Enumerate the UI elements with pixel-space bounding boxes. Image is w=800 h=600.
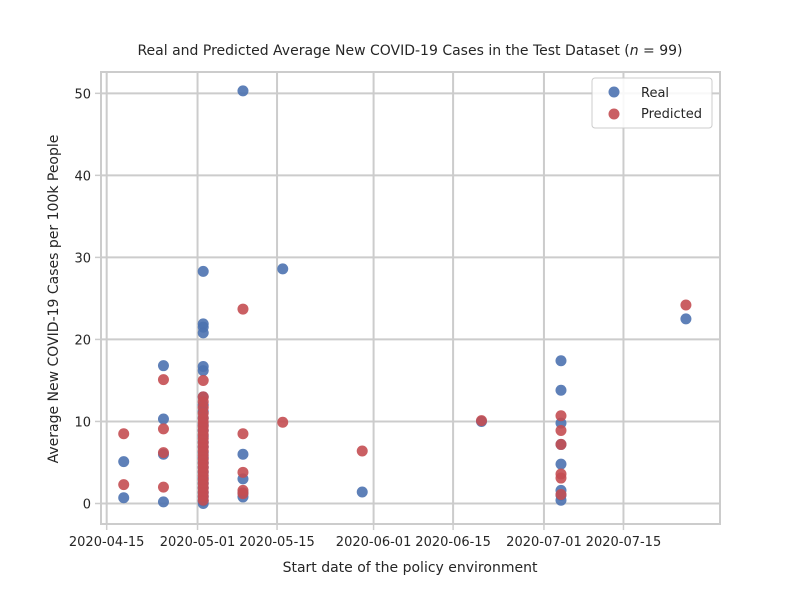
data-point-predicted (237, 303, 249, 315)
data-point-predicted (118, 479, 130, 491)
data-point-predicted (237, 484, 249, 496)
data-point-predicted (356, 445, 368, 457)
data-point-real (157, 413, 169, 425)
y-tick-label: 50 (74, 87, 91, 102)
legend-label-real: Real (641, 86, 669, 101)
data-point-real (356, 486, 368, 498)
data-point-predicted (237, 466, 249, 478)
y-tick-label: 30 (74, 251, 91, 266)
legend-label-predicted: Predicted (641, 107, 702, 122)
data-point-predicted (680, 299, 692, 311)
legend: Real Predicted (591, 77, 713, 129)
data-point-real (157, 496, 169, 508)
data-point-real (237, 85, 249, 97)
chart-title-suffix: = 99) (639, 43, 683, 59)
data-point-real (555, 384, 567, 396)
data-point-real (680, 313, 692, 325)
y-tick-label: 10 (74, 415, 91, 430)
y-axis-title: Average New COVID-19 Cases per 100k Peop… (46, 135, 62, 464)
plot-frame (100, 71, 721, 525)
data-point-real (118, 456, 130, 468)
x-axis-title: Start date of the policy environment (283, 560, 538, 576)
data-point-predicted (555, 468, 567, 480)
data-point-real (118, 492, 130, 504)
data-point-real (237, 448, 249, 460)
x-tick-label: 2020-06-15 (415, 535, 491, 550)
data-point-predicted (157, 481, 169, 493)
chart-title: Real and Predicted Average New COVID-19 … (137, 43, 682, 59)
data-point-predicted (555, 438, 567, 450)
chart-title-n: n (630, 43, 639, 59)
x-tick-label: 2020-07-01 (506, 535, 582, 550)
data-point-predicted (197, 374, 209, 386)
data-point-real (197, 360, 209, 372)
data-point-real (277, 263, 289, 275)
data-point-predicted (157, 447, 169, 459)
y-tick-label: 40 (74, 169, 91, 184)
x-tick-label: 2020-04-15 (69, 535, 145, 550)
data-point-real (197, 318, 209, 330)
data-point-real (555, 355, 567, 367)
x-tick-label: 2020-07-15 (586, 535, 662, 550)
data-point-predicted (277, 416, 289, 428)
data-point-predicted (555, 424, 567, 436)
y-tick-label: 20 (74, 333, 91, 348)
data-point-real (197, 265, 209, 277)
data-point-predicted (157, 374, 169, 386)
data-point-predicted (118, 428, 130, 440)
data-point-predicted (475, 415, 487, 427)
data-point-predicted (555, 488, 567, 500)
legend-marker-real (608, 86, 620, 98)
x-tick-label: 2020-05-01 (160, 535, 236, 550)
data-point-real (555, 458, 567, 470)
data-point-predicted (555, 410, 567, 422)
legend-box (591, 77, 713, 129)
data-point-predicted (197, 391, 209, 403)
data-point-predicted (237, 428, 249, 440)
x-tick-label: 2020-06-01 (336, 535, 412, 550)
series-predicted (118, 299, 692, 506)
data-point-predicted (157, 423, 169, 435)
x-tick-label: 2020-05-15 (239, 535, 315, 550)
data-points (118, 85, 692, 509)
y-tick-label: 0 (83, 497, 91, 512)
chart-title-main: Real and Predicted Average New COVID-19 … (137, 43, 629, 59)
legend-marker-predicted (608, 108, 620, 120)
tick-labels: 2020-04-15 2020-05-01 2020-05-15 2020-06-01… (69, 87, 661, 550)
data-point-real (157, 360, 169, 372)
